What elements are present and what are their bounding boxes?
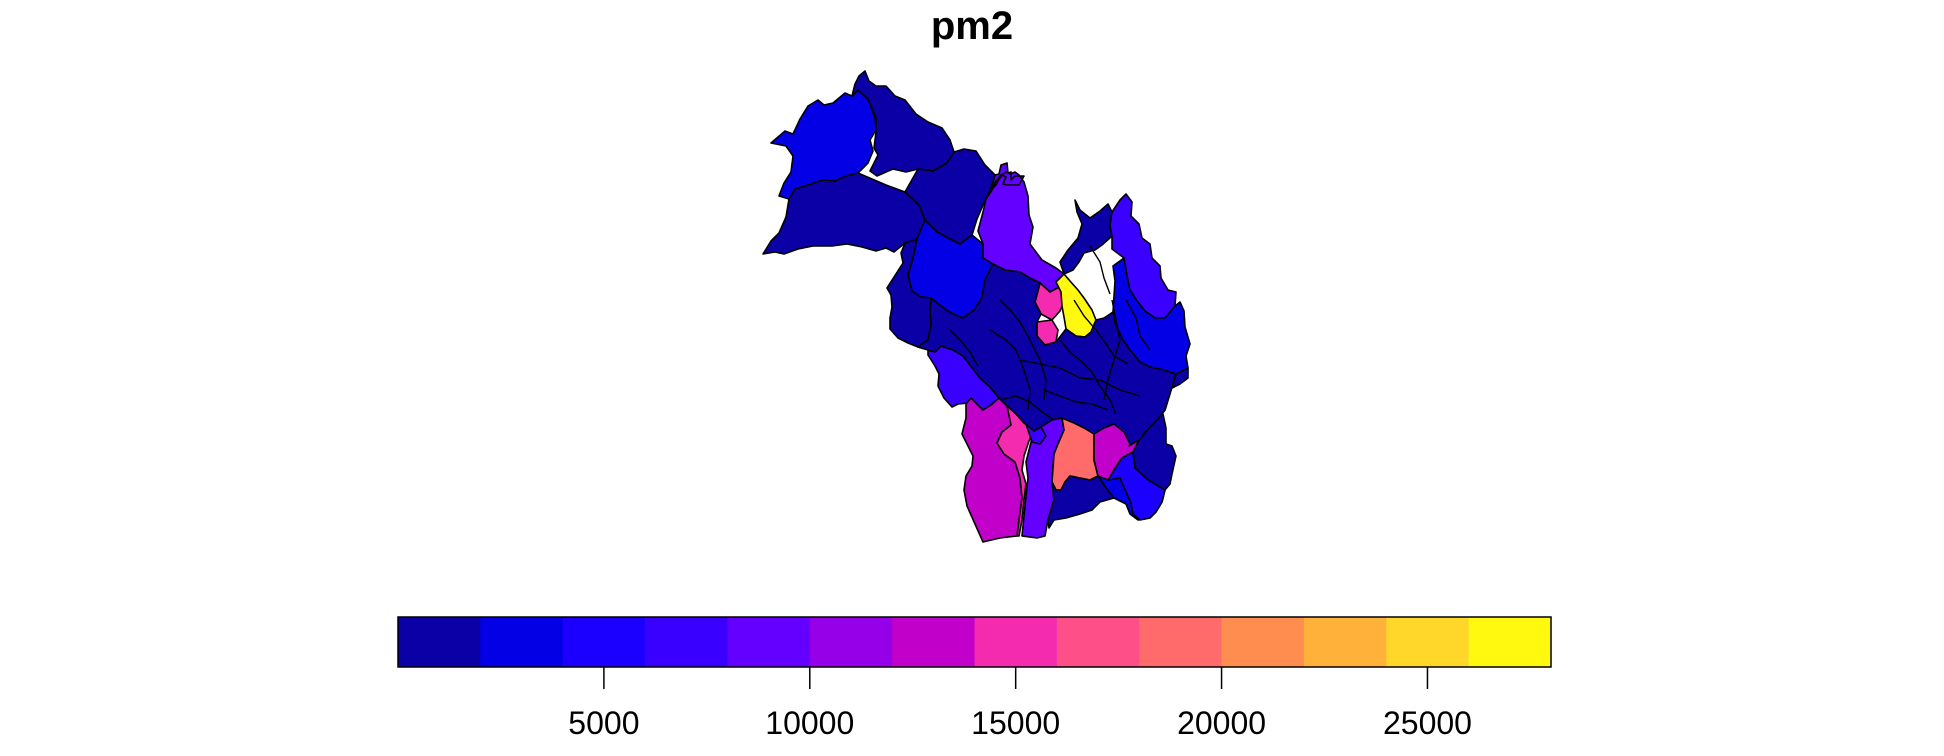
legend-color-box: [974, 617, 1058, 667]
legend-color-box: [1221, 617, 1305, 667]
legend-tick-label: 10000: [765, 705, 854, 741]
legend-tick-label: 20000: [1177, 705, 1266, 741]
legend-tick-label: 5000: [568, 705, 639, 741]
west-lower-region: [886, 238, 932, 348]
choropleth-map: [762, 70, 1191, 543]
legend-color-box: [809, 617, 893, 667]
south-magenta-east-region: [1093, 423, 1140, 481]
legend-color-box: [1386, 617, 1470, 667]
map-title: pm2: [930, 4, 1014, 48]
legend-color-box: [398, 617, 481, 667]
legend-color-box: [892, 617, 975, 667]
southeast-region: [1107, 451, 1166, 521]
legend-tick-label: 25000: [1383, 705, 1472, 741]
legend-color-box: [1139, 617, 1223, 667]
legend-color-box: [1303, 617, 1387, 667]
south-central-small-region: [1025, 423, 1047, 445]
legend-color-box: [645, 617, 728, 667]
legend-frame: [397, 616, 1552, 668]
south-bottom-region: [1047, 475, 1115, 529]
legend-color-box: [1468, 617, 1552, 667]
internal-boundaries: [949, 245, 1151, 421]
legend-color-box: [1056, 617, 1140, 667]
legend-color-box: [562, 617, 646, 667]
legend-tick-label: 15000: [971, 705, 1060, 741]
legend-color-box: [480, 617, 564, 667]
legend-color-box: [727, 617, 811, 667]
northwest-region: [770, 89, 877, 200]
northeast-upper-region: [1059, 199, 1113, 275]
